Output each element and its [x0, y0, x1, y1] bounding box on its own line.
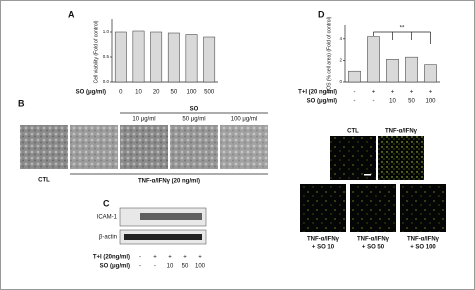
significance-mark: **	[400, 26, 405, 32]
micrograph	[120, 125, 168, 169]
condition-label: T+I (20 ng/ml)	[298, 90, 337, 96]
bar	[367, 36, 380, 83]
image-label: TNF-α/IFNγ	[357, 237, 390, 243]
image-label: + SO 10	[312, 245, 335, 251]
x-tick-label: 50	[170, 90, 177, 96]
condition-cell: +	[429, 90, 433, 96]
x-tick-label: 500	[204, 90, 215, 96]
condition-cell: +	[198, 255, 202, 261]
bar	[114, 31, 127, 83]
micrograph	[170, 125, 218, 169]
ctl-label: CTL	[38, 178, 50, 184]
fluorescence-image	[400, 184, 446, 232]
bar	[185, 34, 198, 83]
bar	[386, 59, 399, 83]
condition-cell: 10	[389, 99, 396, 105]
condition-label: T+I (20ng/ml)	[93, 255, 130, 261]
bar	[405, 56, 418, 83]
significance-bracket	[373, 31, 431, 44]
micrograph	[20, 125, 68, 169]
condition-label: SO (μg/ml)	[100, 264, 130, 270]
dose-label: 10 μg/ml	[132, 117, 155, 123]
condition-cell: +	[168, 255, 172, 261]
condition-cell: +	[391, 90, 395, 96]
y-tick-label: 0.0	[103, 79, 110, 84]
fluorescence-image	[350, 184, 396, 232]
fluorescence-image	[378, 136, 424, 180]
image-label: TNF-α/IFNγ	[407, 237, 440, 243]
group-label: SO	[190, 107, 199, 113]
condition-cell: -	[354, 99, 356, 105]
x-tick-label: 20	[153, 90, 160, 96]
y-tick-label: 4	[339, 36, 342, 41]
dose-label: 100 μg/ml	[231, 117, 257, 123]
condition-cell: -	[154, 264, 156, 270]
fluorescence-image	[300, 184, 346, 232]
condition-cell: -	[354, 90, 356, 96]
y-axis-label: ROS (% cell area) (Fold of control)	[326, 16, 332, 93]
condition-cell: 10	[167, 264, 174, 270]
blot	[119, 207, 207, 245]
panel-letter: A	[68, 9, 75, 19]
y-tick-label: 0.5	[103, 54, 110, 59]
condition-cell: +	[153, 255, 157, 261]
x-axis-label: SO (μg/ml)	[76, 90, 106, 96]
band	[140, 213, 202, 220]
condition-cell: +	[410, 90, 414, 96]
condition-cell: 100	[195, 264, 206, 270]
condition-cell: -	[139, 264, 141, 270]
panel-letter: D	[318, 9, 325, 19]
condition-cell: 100	[425, 99, 436, 105]
band-label: ICAM-1	[97, 215, 118, 221]
treatment-label: TNF-α/IFNγ (20 ng/ml)	[138, 179, 200, 185]
panel-d-images	[300, 136, 446, 232]
y-tick-label: 0	[339, 79, 342, 84]
x-tick-label: 0	[119, 90, 123, 96]
condition-cell: -	[139, 255, 141, 261]
bar	[132, 30, 145, 83]
bar	[167, 32, 180, 83]
condition-cell: +	[183, 255, 187, 261]
condition-cell: 50	[182, 264, 189, 270]
x-tick-label: 10	[135, 90, 142, 96]
condition-cell: -	[373, 99, 375, 105]
condition-cell: +	[372, 90, 376, 96]
micrograph	[220, 125, 268, 169]
image-label: CTL	[347, 129, 359, 135]
image-label: TNF-α/IFNγ	[385, 129, 418, 135]
bar	[424, 64, 437, 83]
bar	[150, 31, 163, 83]
panel-letter: C	[103, 198, 110, 208]
micrograph	[70, 125, 118, 169]
image-label: + SO 50	[362, 245, 385, 251]
y-tick-label: 2	[339, 58, 342, 63]
image-label: TNF-α/IFNγ	[307, 237, 340, 243]
panel-letter: B	[18, 98, 25, 108]
bar	[203, 36, 216, 83]
panel-b-images	[20, 112, 268, 175]
condition-label: SO (μg/ml)	[307, 99, 337, 105]
dose-label: 50 μg/ml	[182, 117, 205, 123]
scale-bar	[364, 174, 371, 176]
image-label: + SO 100	[410, 245, 436, 251]
fluorescence-image	[330, 136, 376, 180]
y-axis-label: Cell viability (Fold of control)	[93, 20, 99, 83]
bar	[348, 70, 361, 83]
band	[124, 234, 202, 240]
x-tick-label: 100	[186, 90, 197, 96]
condition-cell: 50	[408, 99, 415, 105]
y-tick-label: 1.0	[103, 29, 110, 34]
band-label: β-actin	[99, 235, 117, 241]
